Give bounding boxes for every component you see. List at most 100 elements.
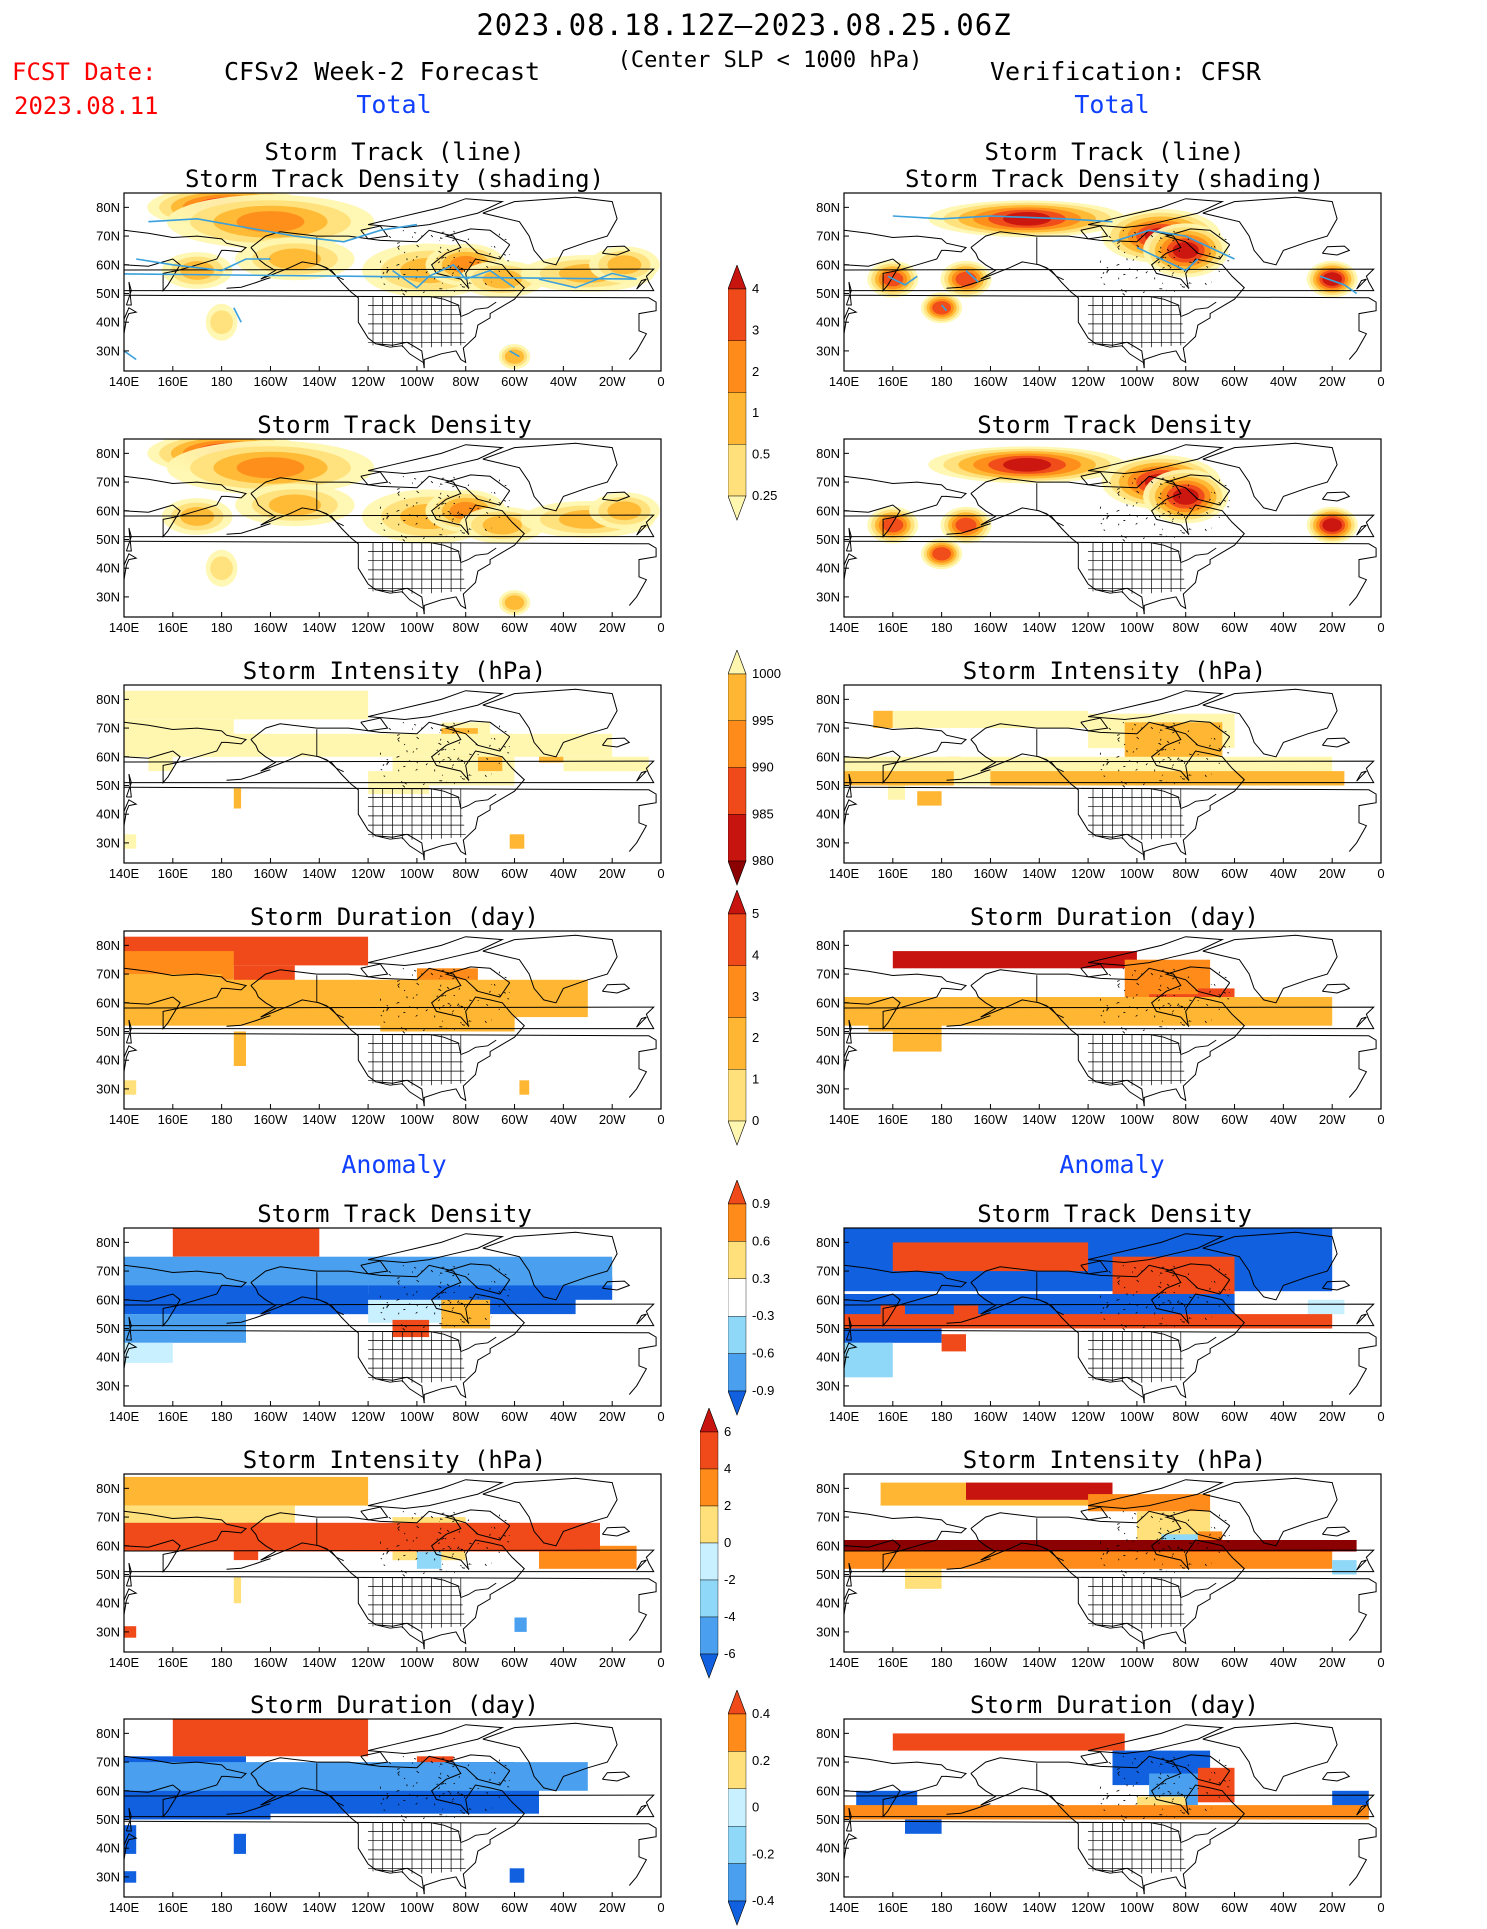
coastline bbox=[1164, 474, 1231, 506]
x-tick-label: 100W bbox=[400, 374, 435, 389]
storm-track-line bbox=[509, 350, 520, 358]
y-tick-label: 40N bbox=[96, 315, 120, 330]
fcst-date-label: FCST Date: bbox=[12, 58, 157, 86]
y-tick-label: 80N bbox=[96, 1481, 120, 1496]
x-tick-label: 140W bbox=[1022, 866, 1057, 881]
coastline bbox=[367, 444, 505, 475]
coastline bbox=[124, 1549, 655, 1573]
coastline bbox=[844, 514, 1375, 538]
storm-track-line bbox=[1319, 275, 1358, 295]
x-tick-label: 80W bbox=[1172, 1409, 1199, 1424]
coastline bbox=[1164, 1754, 1231, 1786]
coastline bbox=[1080, 225, 1109, 240]
coastline bbox=[1321, 1526, 1351, 1537]
coastline bbox=[844, 1549, 1375, 1573]
y-tick-label: 60N bbox=[96, 995, 120, 1010]
x-tick-label: 40W bbox=[550, 866, 577, 881]
x-tick-label: 60W bbox=[501, 1112, 528, 1127]
colorbar-tick-label: 0.3 bbox=[752, 1271, 770, 1286]
y-tick-label: 30N bbox=[96, 835, 120, 850]
colorbar-tick-label: 3 bbox=[752, 322, 759, 337]
coastline bbox=[946, 1015, 991, 1027]
cfsr-duration-map: 140E 160E 180 160W 140W 120W 100W 80W 60W 40W 20W 0… bbox=[816, 930, 1385, 1127]
border-line bbox=[360, 1033, 497, 1056]
x-tick-label: 120W bbox=[1071, 1112, 1106, 1127]
x-tick-label: 60W bbox=[1221, 1655, 1248, 1670]
border-line bbox=[1095, 1081, 1144, 1101]
coastline bbox=[1202, 1231, 1338, 1301]
colorbar-tick-label: 3 bbox=[752, 989, 759, 1004]
panel-title-duration: Storm Duration (day) bbox=[250, 1691, 539, 1719]
coastline bbox=[844, 475, 968, 538]
x-tick-label: 140E bbox=[109, 374, 140, 389]
map-frame bbox=[123, 1473, 662, 1653]
x-tick-label: 120W bbox=[1071, 866, 1106, 881]
x-tick-label: 160E bbox=[878, 1655, 909, 1670]
colorbar-tick-label: 980 bbox=[752, 853, 774, 868]
coastline bbox=[1164, 1263, 1231, 1295]
colorbar-tick-label: 1 bbox=[752, 1072, 759, 1087]
coastline bbox=[124, 799, 138, 826]
x-tick-label: 40W bbox=[1270, 866, 1297, 881]
y-tick-label: 40N bbox=[96, 807, 120, 822]
y-tick-label: 80N bbox=[96, 446, 120, 461]
storm-track-line bbox=[124, 350, 137, 361]
x-tick-label: 80W bbox=[452, 374, 479, 389]
x-tick-label: 160W bbox=[253, 1112, 288, 1127]
x-tick-label: 100W bbox=[1120, 866, 1155, 881]
x-tick-label: 140W bbox=[302, 1112, 337, 1127]
x-tick-label: 100W bbox=[1120, 1655, 1155, 1670]
x-tick-label: 80W bbox=[1172, 866, 1199, 881]
coastline bbox=[1356, 1559, 1367, 1571]
storm-track-line bbox=[887, 275, 918, 286]
map-frame bbox=[843, 1227, 1382, 1407]
coastline bbox=[844, 1342, 858, 1369]
coastline bbox=[636, 1313, 647, 1325]
coastline bbox=[124, 1006, 655, 1030]
coastline bbox=[1087, 690, 1225, 721]
coastline bbox=[636, 524, 647, 536]
border-line bbox=[316, 1763, 344, 1807]
coastline bbox=[844, 1510, 968, 1573]
coastline bbox=[844, 307, 858, 334]
colorbar-intensity-total: 1000 995 990 985 980 bbox=[728, 650, 781, 886]
x-tick-label: 180 bbox=[931, 374, 953, 389]
x-tick-label: 140W bbox=[1022, 1900, 1057, 1915]
x-tick-label: 80W bbox=[1172, 620, 1199, 635]
x-tick-label: 140W bbox=[1022, 620, 1057, 635]
coastline bbox=[844, 229, 968, 292]
colorbar-tick-label: 0 bbox=[724, 1535, 731, 1550]
panel-title-duration: Storm Duration (day) bbox=[970, 903, 1259, 931]
border-line bbox=[375, 1624, 424, 1644]
coastline bbox=[970, 967, 1245, 1107]
coastline bbox=[124, 1032, 657, 1098]
map-frame bbox=[843, 192, 1382, 372]
x-tick-label: 180 bbox=[211, 866, 233, 881]
y-tick-label: 50N bbox=[96, 1321, 120, 1336]
x-tick-label: 160E bbox=[878, 620, 909, 635]
y-tick-label: 50N bbox=[816, 286, 840, 301]
map-frame bbox=[843, 1473, 1382, 1653]
coastline bbox=[124, 721, 248, 784]
x-tick-label: 80W bbox=[452, 1900, 479, 1915]
x-tick-label: 60W bbox=[501, 374, 528, 389]
fcst-intensity-map: 140E 160E 180 160W 140W 120W 100W 80W 60W 40W 20W 0… bbox=[96, 684, 665, 881]
coastline bbox=[1164, 228, 1231, 260]
x-tick-label: 120W bbox=[351, 1655, 386, 1670]
coastline bbox=[444, 1754, 511, 1786]
coastline bbox=[1321, 491, 1351, 502]
coastline bbox=[970, 247, 1145, 369]
y-tick-label: 40N bbox=[96, 1350, 120, 1365]
map-frame bbox=[123, 192, 662, 372]
coastline bbox=[601, 1526, 631, 1537]
storm-track-line bbox=[233, 307, 242, 323]
panel-title-intensity: Storm Intensity (hPa) bbox=[962, 657, 1267, 685]
coastline bbox=[970, 493, 1145, 615]
coastline bbox=[1321, 1771, 1351, 1782]
x-tick-label: 0 bbox=[657, 1409, 664, 1424]
x-tick-label: 180 bbox=[211, 1900, 233, 1915]
y-tick-label: 50N bbox=[816, 1567, 840, 1582]
coastline bbox=[226, 1312, 271, 1324]
colorbar-tick-label: 2 bbox=[752, 364, 759, 379]
coastline bbox=[444, 1509, 511, 1541]
